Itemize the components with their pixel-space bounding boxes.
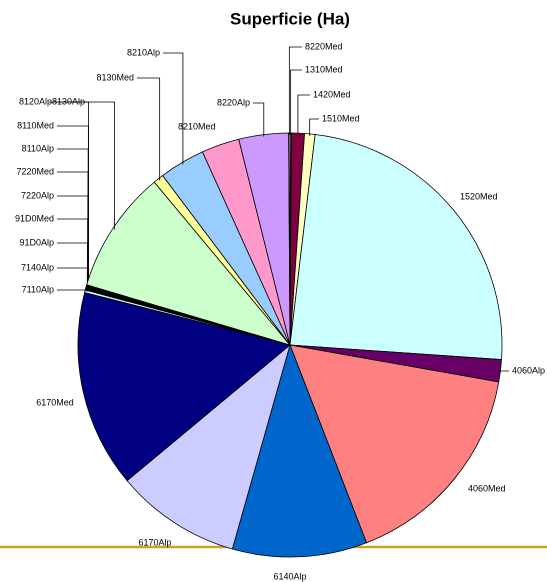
slice-label: 8130Alp: [52, 96, 85, 106]
chart-title: Superficie (Ha): [230, 9, 350, 28]
leader-line: [57, 148, 89, 287]
leader-line: [57, 171, 89, 288]
pie-slice: [126, 343, 291, 550]
leader-line: [163, 52, 184, 165]
slice-label: 8220Alp: [217, 97, 250, 107]
leader-line: [297, 94, 310, 136]
slice-label: 7220Alp: [21, 190, 54, 200]
slice-label: 8110Med: [17, 120, 54, 130]
leader-line: [49, 101, 115, 230]
slice-label: 4060Alp: [512, 365, 545, 375]
slice-label: 8220Med: [305, 41, 343, 51]
slice-label: 8110Alp: [22, 143, 54, 153]
leader-line: [290, 69, 302, 136]
slice-label: 91D0Alp: [19, 237, 54, 247]
leader-line: [309, 118, 319, 136]
slice-label: 8130Med: [96, 72, 134, 82]
leader-line: [253, 102, 265, 137]
slice-label: 7110Alp: [22, 284, 54, 294]
slice-label: 7140Alp: [21, 262, 54, 272]
leader-line: [55, 101, 89, 286]
slice-label: 6170Alp: [138, 537, 171, 547]
pie-slice: [289, 344, 500, 544]
pie-slice: [77, 291, 291, 482]
pie-slice: [86, 181, 292, 346]
slice-label: 1420Med: [313, 89, 351, 99]
leader-line: [57, 195, 89, 289]
slice-label: 8210Alp: [127, 47, 160, 57]
leader-line: [57, 218, 89, 289]
slice-label: 91D0Med: [15, 213, 54, 223]
leader-line: [137, 77, 161, 181]
slice-label: 1520Med: [460, 191, 498, 201]
slice-label: 4060Med: [468, 483, 506, 493]
slice-label: 1310Med: [305, 64, 343, 74]
leader-line: [57, 125, 89, 287]
slice-label: 6170Med: [36, 397, 74, 407]
leader-line: [57, 242, 88, 290]
pie-slice: [231, 343, 368, 558]
leader-line: [288, 46, 302, 136]
slice-label: 6140Alp: [273, 571, 306, 581]
pie-slice: [289, 134, 503, 361]
leader-line: [57, 267, 88, 291]
slice-label: 8210Med: [178, 121, 216, 131]
leader-line: [57, 289, 88, 292]
slice-label: 8120Alp: [19, 96, 52, 106]
slice-label: 7220Med: [16, 166, 54, 176]
slice-label: 1510Med: [322, 113, 360, 123]
